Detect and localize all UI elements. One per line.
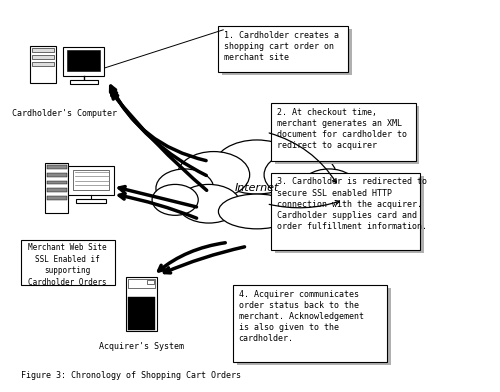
Text: Cardholder's Computer: Cardholder's Computer [12, 109, 117, 118]
Text: Acquirer's System: Acquirer's System [99, 342, 184, 351]
Ellipse shape [218, 194, 296, 229]
FancyBboxPatch shape [32, 55, 54, 59]
FancyBboxPatch shape [218, 26, 348, 73]
FancyBboxPatch shape [48, 181, 66, 184]
Ellipse shape [178, 184, 240, 223]
Text: 2. At checkout time,
merchant generates an XML
document for cardholder to
redire: 2. At checkout time, merchant generates … [277, 108, 407, 150]
Ellipse shape [300, 169, 358, 208]
FancyBboxPatch shape [32, 62, 54, 66]
FancyBboxPatch shape [128, 297, 155, 330]
FancyBboxPatch shape [275, 176, 424, 253]
FancyBboxPatch shape [64, 47, 104, 76]
Text: 3. Cardholder is redirected to
secure SSL enabled HTTP
connection with the acqui: 3. Cardholder is redirected to secure SS… [277, 178, 427, 231]
Text: Figure 3: Chronology of Shopping Cart Orders: Figure 3: Chronology of Shopping Cart Or… [22, 370, 242, 379]
Text: 1. Cardholder creates a
shopping cart order on
merchant site: 1. Cardholder creates a shopping cart or… [224, 31, 339, 62]
FancyBboxPatch shape [275, 106, 420, 164]
Text: Merchant Web Site
SSL Enabled if
supporting
Cardholder Orders: Merchant Web Site SSL Enabled if support… [28, 243, 106, 287]
Text: 4. Acquirer communicates
order status back to the
merchant. Acknowledgement
is a: 4. Acquirer communicates order status ba… [238, 290, 364, 343]
FancyBboxPatch shape [236, 288, 390, 365]
FancyBboxPatch shape [73, 169, 110, 191]
FancyBboxPatch shape [68, 166, 114, 195]
FancyBboxPatch shape [48, 188, 66, 192]
FancyBboxPatch shape [70, 80, 98, 84]
FancyBboxPatch shape [48, 196, 66, 200]
FancyBboxPatch shape [233, 285, 386, 362]
FancyBboxPatch shape [272, 173, 420, 250]
FancyBboxPatch shape [128, 279, 155, 289]
FancyBboxPatch shape [48, 173, 66, 177]
FancyBboxPatch shape [222, 29, 352, 75]
FancyBboxPatch shape [30, 46, 56, 83]
Ellipse shape [178, 152, 250, 198]
Ellipse shape [214, 140, 300, 194]
Ellipse shape [152, 184, 198, 215]
Ellipse shape [156, 169, 214, 208]
FancyBboxPatch shape [126, 277, 157, 331]
FancyBboxPatch shape [22, 240, 115, 285]
Ellipse shape [274, 184, 336, 223]
Ellipse shape [316, 184, 362, 215]
FancyBboxPatch shape [46, 163, 68, 213]
FancyBboxPatch shape [76, 199, 106, 203]
FancyBboxPatch shape [272, 103, 416, 161]
Ellipse shape [264, 152, 336, 198]
FancyBboxPatch shape [48, 165, 66, 169]
FancyBboxPatch shape [32, 48, 54, 52]
Text: Internet: Internet [234, 183, 279, 193]
FancyBboxPatch shape [146, 280, 154, 284]
FancyBboxPatch shape [68, 50, 100, 71]
